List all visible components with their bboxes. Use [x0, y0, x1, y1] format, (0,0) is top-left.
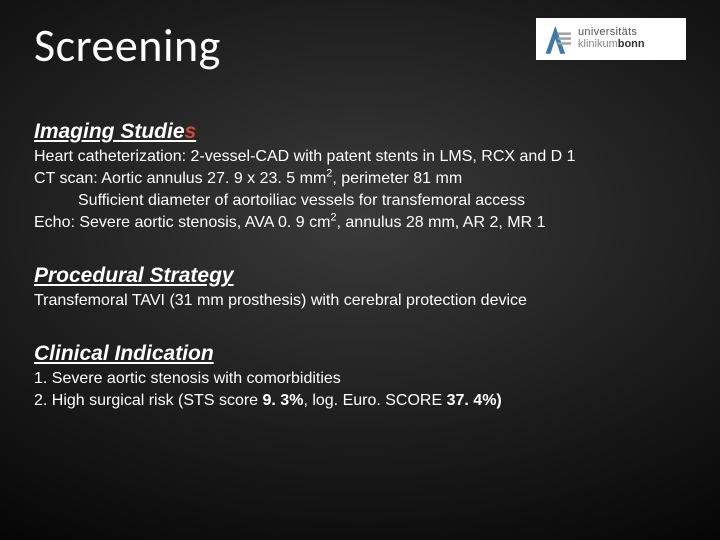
- logo-text: universitäts klinikumbonn: [578, 27, 645, 50]
- strategy-line-1: Transfemoral TAVI (31 mm prosthesis) wit…: [34, 290, 686, 312]
- title-row: Screening universitäts klinikumbonn: [34, 18, 686, 74]
- heading-indication: Clinical Indication: [34, 342, 686, 366]
- institution-logo: universitäts klinikumbonn: [536, 18, 686, 60]
- slide: Screening universitäts klinikumbonn Imag…: [0, 0, 720, 540]
- logo-mark-icon: [540, 21, 574, 57]
- section-indication: Clinical Indication 1. Severe aortic ste…: [34, 342, 686, 412]
- section-strategy: Procedural Strategy Transfemoral TAVI (3…: [34, 264, 686, 312]
- heading-imaging: Imaging Studies: [34, 120, 686, 144]
- imaging-line-3: Sufficient diameter of aortoiliac vessel…: [34, 190, 686, 212]
- logo-line2: klinikumbonn: [578, 39, 645, 51]
- page-title: Screening: [34, 18, 221, 74]
- indication-line-1: 1. Severe aortic stenosis with comorbidi…: [34, 368, 686, 390]
- imaging-line-1: Heart catheterization: 2-vessel-CAD with…: [34, 146, 686, 168]
- heading-strategy: Procedural Strategy: [34, 264, 686, 288]
- indication-line-2: 2. High surgical risk (STS score 9. 3%, …: [34, 390, 686, 412]
- imaging-line-2: CT scan: Aortic annulus 27. 9 x 23. 5 mm…: [34, 168, 686, 190]
- imaging-line-4: Echo: Severe aortic stenosis, AVA 0. 9 c…: [34, 212, 686, 234]
- section-imaging: Imaging Studies Heart catheterization: 2…: [34, 120, 686, 234]
